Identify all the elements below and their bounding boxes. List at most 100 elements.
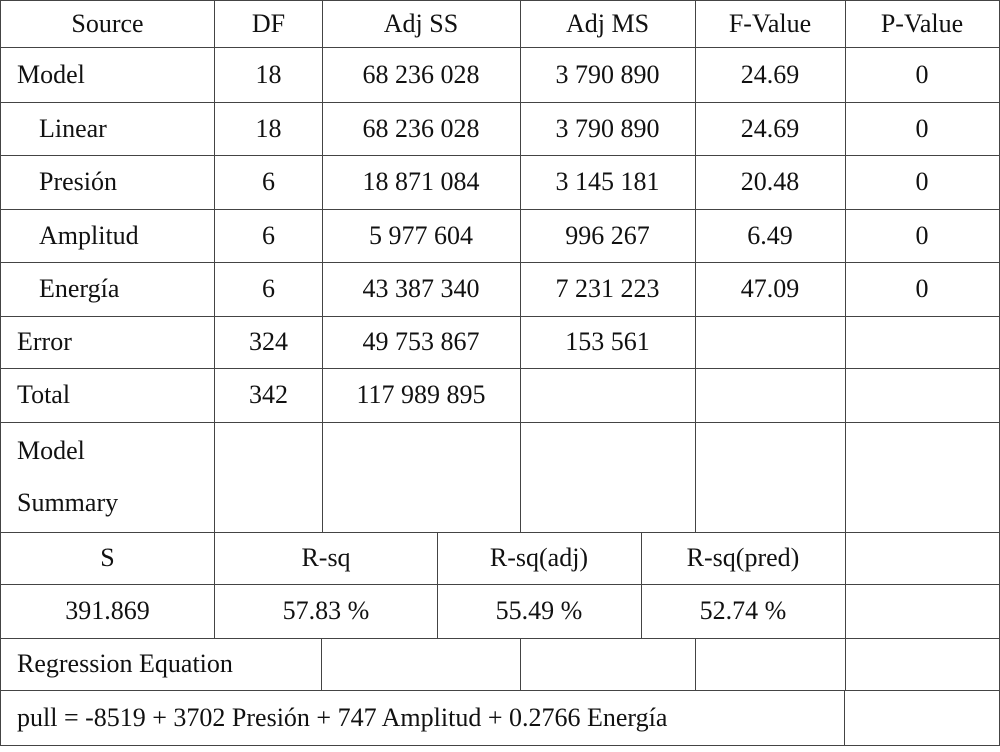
- table-cell: 6: [215, 262, 323, 317]
- table-cell: 0: [845, 155, 1000, 210]
- summary-value: 52.74 %: [641, 584, 846, 639]
- column-header: F-Value: [695, 0, 846, 48]
- table-cell-text: 68 236 028: [362, 113, 480, 143]
- column-header-text: Adj MS: [565, 9, 650, 38]
- table-cell-text: 18: [255, 113, 282, 143]
- table-cell-text: 6: [262, 167, 275, 196]
- column-header: P-Value: [845, 0, 1000, 48]
- table-cell: 18 871 084: [322, 155, 521, 210]
- table-cell-text: 24.69: [740, 113, 800, 143]
- row-label-text: Presión: [39, 167, 117, 196]
- empty-cell: [845, 532, 1000, 585]
- summary-value: 57.83 %: [215, 584, 438, 639]
- row-label-text: Energía: [39, 274, 120, 303]
- column-header: Adj SS: [322, 0, 521, 48]
- column-header-text: F-Value: [728, 9, 812, 38]
- table-cell-text: 117 989 895: [356, 380, 486, 409]
- row-label-text: Error: [17, 327, 72, 356]
- summary-value: 55.49 %: [437, 584, 642, 639]
- empty-cell: [845, 368, 1000, 423]
- table-cell: 117 989 895: [322, 368, 521, 423]
- table-cell: 47.09: [695, 262, 846, 317]
- table-cell-text: 24.69: [740, 60, 800, 89]
- table-cell: 996 267: [520, 209, 696, 263]
- table-cell-text: 3 790 890: [555, 60, 660, 89]
- equation: pull = -8519 + 3702 Presión + 747 Amplit…: [0, 690, 845, 746]
- table-cell: 5 977 604: [322, 209, 521, 263]
- table-cell-text: 18: [255, 60, 282, 89]
- row-label-text: Amplitud: [39, 220, 139, 250]
- table-cell-text: 6.49: [747, 220, 793, 250]
- table-cell-text: 342: [249, 380, 288, 409]
- empty-cell: [322, 638, 521, 691]
- section-title: Model Summary: [0, 422, 215, 533]
- table-cell: 0: [845, 48, 1000, 103]
- table-cell-text: 20.48: [740, 167, 800, 196]
- empty-cell: [845, 584, 1000, 639]
- summary-header: R-sq: [215, 532, 438, 585]
- summary-value: 391.869: [0, 584, 215, 639]
- empty-cell: [322, 422, 521, 533]
- table-cell-text: 996 267: [565, 220, 650, 250]
- table-cell: 6: [215, 155, 323, 210]
- table-cell-text: 0: [915, 220, 929, 250]
- table-cell: 0: [845, 102, 1000, 156]
- column-header-text: DF: [251, 9, 286, 38]
- empty-cell: [520, 422, 696, 533]
- table-cell: 3 145 181: [520, 155, 696, 210]
- table-cell: 3 790 890: [520, 102, 696, 156]
- table-cell-text: 6: [262, 220, 275, 250]
- empty-cell: [845, 638, 1000, 691]
- table-cell: 18: [215, 48, 323, 103]
- empty-cell: [695, 638, 846, 691]
- table-cell-text: 324: [249, 327, 288, 356]
- table-cell-text: 49 753 867: [362, 327, 480, 356]
- table-cell: 68 236 028: [322, 102, 521, 156]
- summary-header: S: [0, 532, 215, 585]
- row-label: Amplitud: [0, 209, 215, 263]
- table-cell-text: 7 231 223: [555, 274, 660, 303]
- empty-cell: [695, 422, 846, 533]
- table-cell-text: 43 387 340: [362, 274, 480, 303]
- table-cell: 7 231 223: [520, 262, 696, 317]
- equation-text: pull = -8519 + 3702 Presión + 747 Amplit…: [17, 702, 668, 732]
- empty-cell: [695, 316, 846, 369]
- table-cell: 43 387 340: [322, 262, 521, 317]
- empty-cell: [845, 690, 1000, 746]
- table-cell: 6.49: [695, 209, 846, 263]
- table-cell: 24.69: [695, 102, 846, 156]
- summary-value-text: 52.74 %: [699, 596, 787, 625]
- summary-header-text: R-sq(pred): [686, 543, 800, 572]
- table-cell: 49 753 867: [322, 316, 521, 369]
- summary-header-text: R-sq(adj): [489, 543, 589, 572]
- row-label: Energía: [0, 262, 215, 317]
- empty-cell: [215, 422, 323, 533]
- summary-header: R-sq(adj): [437, 532, 642, 585]
- section-title: Regression Equation: [0, 638, 322, 691]
- section-title-text: Model Summary: [17, 436, 119, 517]
- table-cell-text: 18 871 084: [362, 167, 480, 196]
- column-header-text: P-Value: [880, 9, 964, 38]
- summary-header: R-sq(pred): [641, 532, 846, 585]
- column-header: Source: [0, 0, 215, 48]
- row-label: Error: [0, 316, 215, 369]
- empty-cell: [695, 368, 846, 423]
- row-label-text: Model: [17, 60, 85, 89]
- empty-cell: [845, 316, 1000, 369]
- row-label: Total: [0, 368, 215, 423]
- summary-header-text: R-sq: [301, 543, 351, 572]
- section-title-text: Regression Equation: [17, 649, 233, 678]
- table-cell-text: 3 790 890: [555, 113, 660, 143]
- table-cell: 3 790 890: [520, 48, 696, 103]
- summary-value-text: 391.869: [65, 596, 150, 625]
- table-cell: 0: [845, 262, 1000, 317]
- summary-value-text: 55.49 %: [495, 596, 583, 625]
- empty-cell: [845, 422, 1000, 533]
- table-cell: 342: [215, 368, 323, 423]
- column-header-text: Adj SS: [383, 9, 459, 38]
- table-cell-text: 0: [915, 60, 929, 89]
- table-cell-text: 153 561: [565, 327, 650, 356]
- table-cell-text: 5 977 604: [369, 220, 473, 250]
- summary-header-text: S: [100, 543, 115, 572]
